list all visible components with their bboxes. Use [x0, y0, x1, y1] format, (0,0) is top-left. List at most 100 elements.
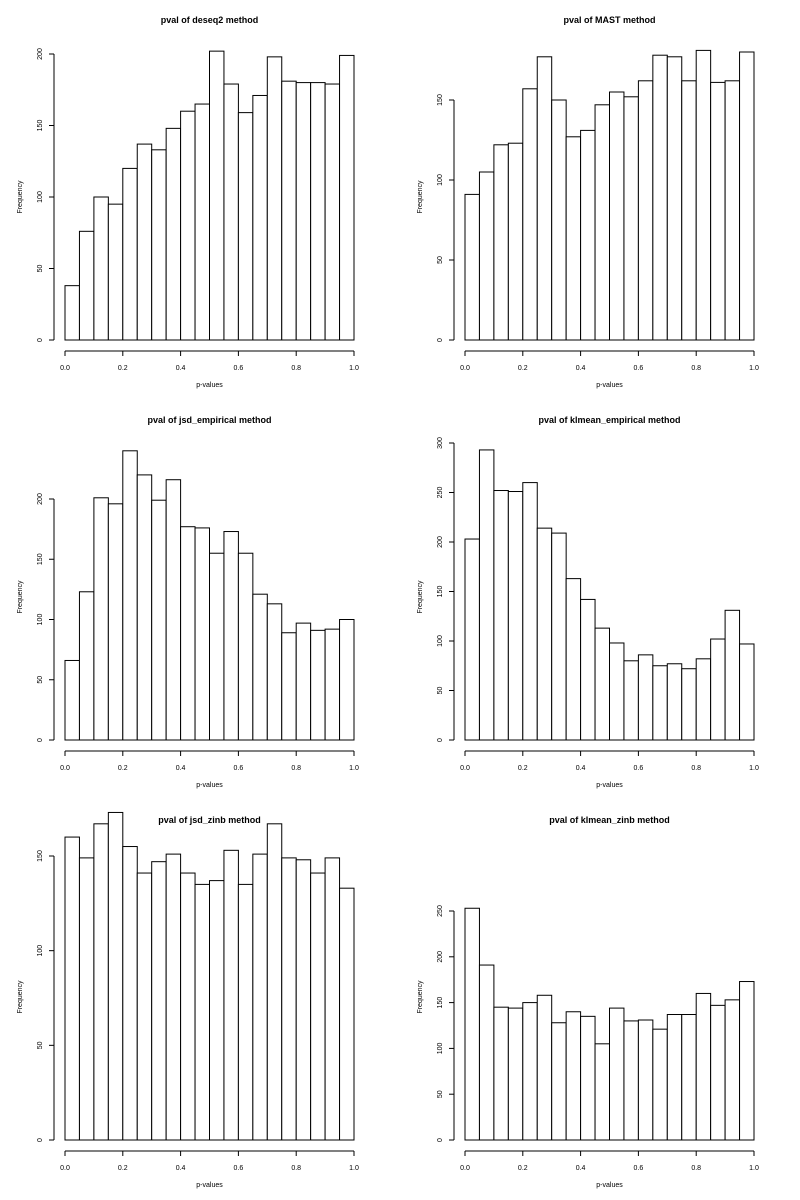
histogram-bar — [464, 538, 480, 741]
histogram-bar — [666, 1014, 683, 1141]
histogram-bar — [623, 96, 639, 341]
histogram-bar — [209, 50, 225, 341]
histogram-bar — [180, 526, 196, 741]
y-tick-label: 150 — [437, 997, 444, 1009]
x-tick-label: 0.2 — [118, 1165, 128, 1172]
y-tick-label: 150 — [437, 94, 444, 106]
x-tick-label: 0.8 — [691, 1165, 701, 1172]
histogram-bar — [310, 872, 326, 1141]
histogram-bar — [237, 883, 254, 1141]
x-tick-label: 0.6 — [634, 365, 644, 372]
y-tick-label: 150 — [37, 850, 44, 862]
histogram-bar — [594, 627, 611, 741]
y-tick-label: 100 — [37, 945, 44, 957]
x-tick-label: 1.0 — [349, 365, 359, 372]
histogram-bar — [194, 103, 211, 341]
histogram-bar — [652, 665, 668, 741]
x-tick-label: 0.2 — [118, 365, 128, 372]
x-tick-label: 1.0 — [749, 765, 759, 772]
x-tick-label: 0.6 — [234, 365, 244, 372]
histogram-bar — [281, 857, 297, 1141]
histogram-bar — [165, 853, 182, 1141]
histogram-bar — [339, 54, 355, 341]
chart-title: pval of jsd_empirical method — [147, 415, 271, 425]
histogram-bar — [565, 136, 582, 341]
histogram-bar — [623, 660, 639, 741]
y-tick-label: 100 — [37, 191, 44, 203]
histogram-bar — [580, 598, 596, 741]
x-tick-label: 0.0 — [460, 365, 470, 372]
histogram-bar — [739, 643, 755, 741]
histogram-bar — [151, 499, 167, 741]
histogram-panel-4: pval of klmean_empirical method 0 50 100 150… — [417, 415, 759, 789]
histogram-panel-2: pval of MAST method 0 50 100 150 0.0 0.2 0.4 0.6… — [417, 15, 759, 389]
y-tick-label: 0 — [437, 738, 444, 742]
histogram-bar — [180, 110, 196, 341]
histogram-bar — [739, 981, 755, 1141]
histogram-bar — [194, 527, 211, 741]
histogram-bar — [266, 603, 283, 741]
histogram-bar — [64, 659, 80, 741]
histogram-bar — [136, 143, 153, 341]
histogram-bar — [594, 1043, 611, 1141]
histogram-bar — [681, 80, 697, 341]
histogram-bar — [710, 81, 726, 341]
x-tick-label: 0.2 — [518, 365, 528, 372]
histogram-bar — [78, 857, 95, 1141]
y-tick-label: 0 — [37, 1138, 44, 1142]
y-axis-label: Frequency — [17, 580, 24, 614]
histogram-bar — [609, 642, 625, 741]
histogram-bar — [295, 622, 312, 741]
x-tick-label: 0.4 — [576, 765, 586, 772]
x-tick-label: 0.0 — [60, 365, 70, 372]
y-tick-label: 200 — [437, 536, 444, 548]
histogram-bar — [637, 80, 654, 341]
x-tick-label: 1.0 — [349, 1165, 359, 1172]
histogram-bar — [266, 823, 283, 1141]
histogram-bar — [493, 144, 509, 341]
histogram-bar — [681, 1014, 697, 1141]
histogram-bar — [681, 668, 697, 741]
histogram-panel-6: pval of klmean_zinb method 0 50 100 150 200 25… — [417, 815, 759, 1189]
histogram-bar — [223, 849, 239, 1141]
y-tick-label: 150 — [37, 553, 44, 565]
histogram-bar — [493, 490, 509, 741]
histogram-bar — [295, 859, 312, 1141]
x-tick-label: 1.0 — [749, 1165, 759, 1172]
x-tick-label: 0.8 — [691, 765, 701, 772]
histogram-bar — [507, 1007, 524, 1141]
y-tick-label: 50 — [37, 265, 44, 273]
y-axis-label: Frequency — [417, 180, 424, 214]
x-tick-label: 0.6 — [634, 765, 644, 772]
y-tick-label: 50 — [437, 256, 444, 264]
x-tick-label: 0.6 — [634, 1165, 644, 1172]
histogram-bar — [209, 552, 225, 741]
histogram-panel-5: pval of jsd_zinb method 0 50 100 150 0.0 0.2 0.… — [17, 811, 359, 1189]
x-tick-label: 0.8 — [691, 365, 701, 372]
histogram-bar — [93, 196, 109, 341]
y-tick-label: 250 — [437, 487, 444, 499]
histogram-bar — [107, 203, 124, 341]
histogram-bar — [739, 51, 755, 341]
y-tick-label: 200 — [37, 48, 44, 60]
histogram-bar — [64, 285, 80, 341]
histogram-bar — [93, 823, 109, 1141]
y-tick-label: 100 — [437, 1042, 444, 1054]
x-tick-label: 0.6 — [234, 765, 244, 772]
histogram-bar — [122, 450, 138, 741]
histogram-bar — [594, 104, 611, 341]
histogram-bar — [223, 531, 239, 741]
histogram-bar — [536, 994, 553, 1141]
x-axis-label: p-values — [596, 1182, 623, 1189]
histogram-bar — [724, 999, 741, 1141]
histogram-bar — [652, 54, 668, 341]
y-tick-label: 200 — [37, 493, 44, 505]
y-tick-label: 100 — [37, 614, 44, 626]
histogram-bar — [478, 964, 495, 1141]
y-tick-label: 0 — [437, 1138, 444, 1142]
histogram-bar — [637, 1019, 654, 1141]
y-tick-label: 150 — [437, 586, 444, 598]
histogram-bar — [93, 497, 109, 741]
histogram-bar — [666, 56, 683, 341]
